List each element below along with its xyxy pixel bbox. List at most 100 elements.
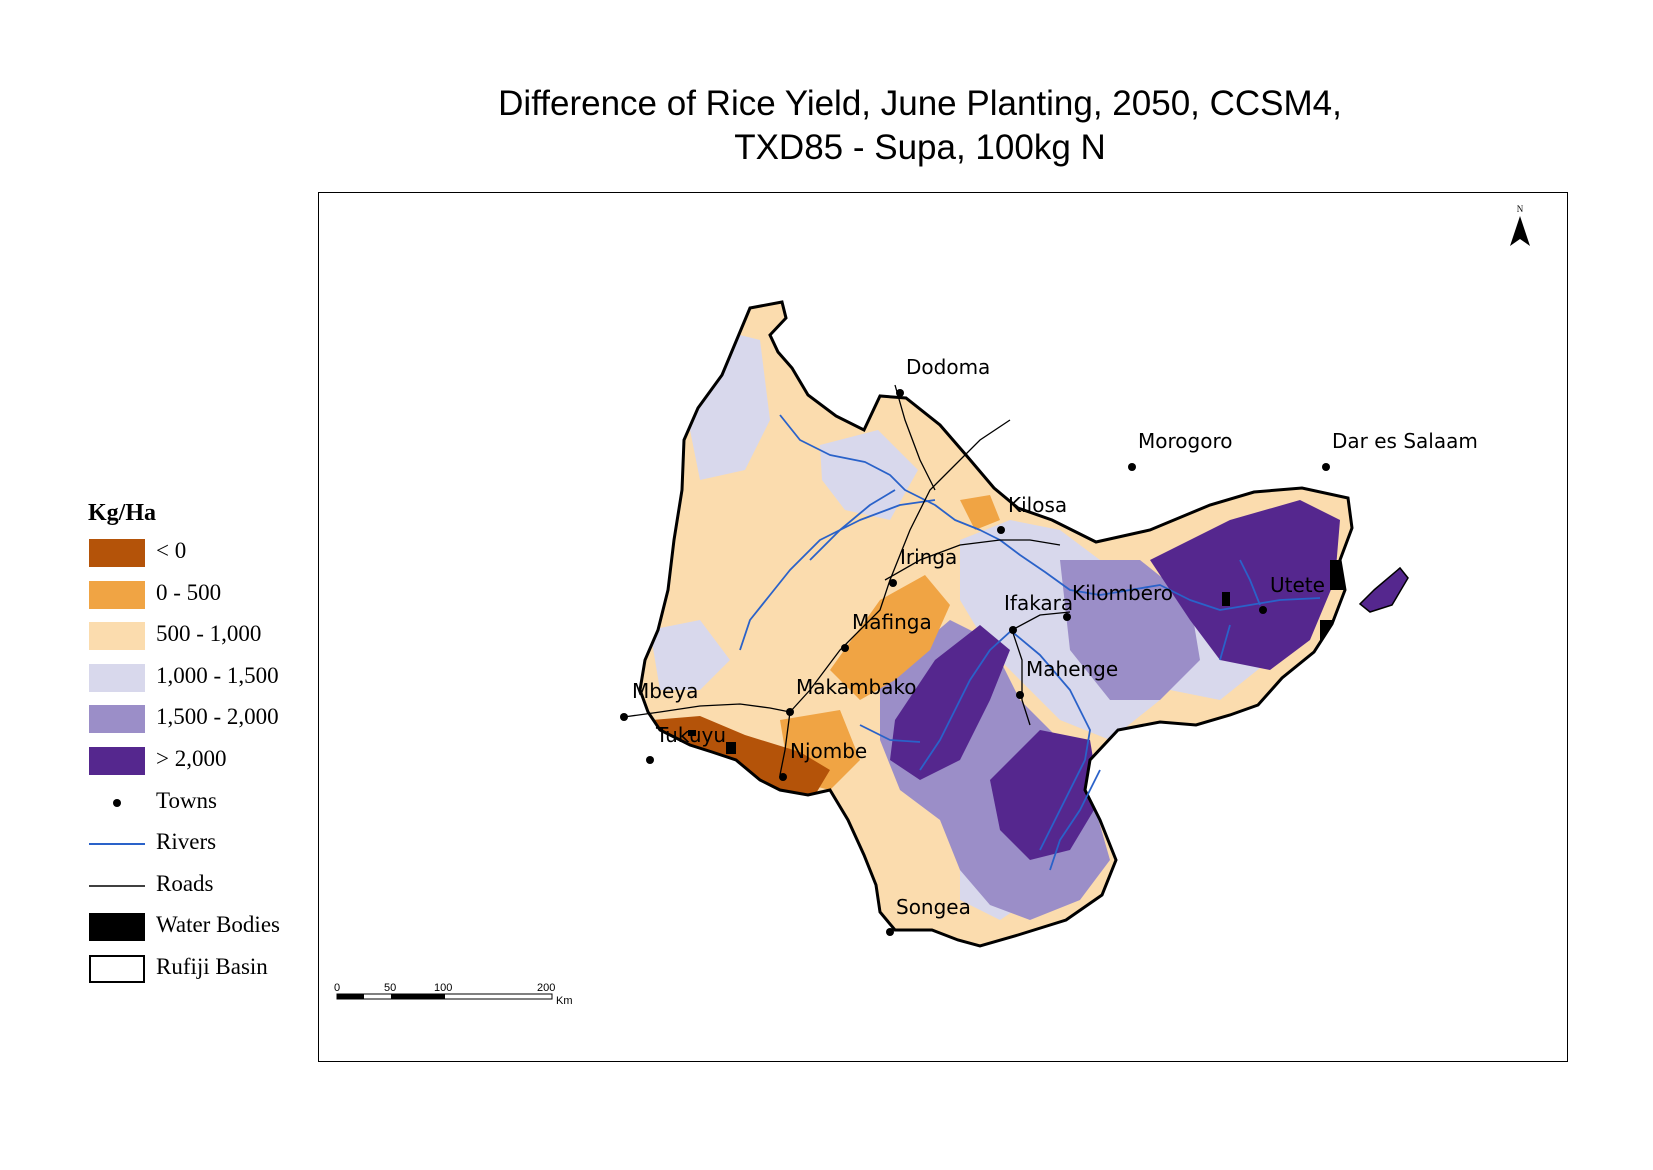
town-label-dar-es-salaam: Dar es Salaam (1332, 429, 1478, 453)
legend-label: Roads (156, 870, 214, 896)
legend-item-water-bodies: Water Bodies (88, 909, 280, 951)
town-point-dodoma (896, 389, 904, 397)
town-label-njombe: Njombe (790, 739, 867, 763)
town-label-mahenge: Mahenge (1026, 657, 1118, 681)
town-point-dar-es-salaam (1322, 463, 1330, 471)
north-label: N (1516, 204, 1524, 214)
legend-label: Towns (156, 787, 218, 813)
town-point-ifakara (1009, 626, 1017, 634)
scale-unit: Km (556, 995, 573, 1007)
legend-swatch (89, 746, 145, 775)
north-arrow: N (1508, 204, 1532, 253)
legend-swatch (89, 539, 145, 567)
zone-mafinga-moderate (830, 575, 950, 700)
legend-label: Rufiji Basin (156, 953, 268, 979)
legend-item-towns: Towns (88, 785, 217, 827)
town-label-dodoma: Dodoma (906, 355, 990, 379)
map-title: Difference of Rice Yield, June Planting,… (420, 82, 1420, 170)
water-body (726, 742, 736, 754)
legend: Kg/Ha < 0 0 - 500 500 - 1,000 1,000 - 1,… (88, 500, 280, 993)
road-line-icon (89, 885, 145, 887)
river-line (859, 724, 921, 743)
zone-west-light (650, 620, 730, 690)
town-label-mafinga: Mafinga (852, 610, 932, 634)
legend-label: Rivers (156, 829, 217, 855)
water-body (1222, 592, 1230, 606)
zone-mahenge-high (990, 730, 1100, 860)
town-label-songea: Songea (896, 895, 971, 919)
town-point-kilosa (997, 526, 1005, 534)
basin-outline (638, 300, 1354, 948)
yield-raster (640, 302, 1352, 946)
town-label-kilosa: Kilosa (1008, 493, 1067, 517)
legend-item-rivers: Rivers (88, 826, 216, 868)
map-title-line1: Difference of Rice Yield, June Planting,… (498, 84, 1342, 123)
town-label-makambako: Makambako (796, 675, 917, 699)
road-line (884, 539, 1061, 581)
river-line (919, 629, 1013, 771)
scale-tick-0: 0 (334, 982, 340, 994)
town-point-mafinga (841, 644, 849, 652)
zone-kilosa-moderate (960, 495, 1000, 530)
town-label-mbeya: Mbeya (632, 679, 698, 703)
legend-label: 1,500 - 2,000 (156, 704, 279, 730)
basin-outline-swatch (89, 954, 145, 983)
river-line (1049, 769, 1101, 871)
town-point-tukuyu (646, 756, 654, 764)
mafia-island-outline (1358, 566, 1409, 613)
legend-item-roads: Roads (88, 868, 214, 910)
town-label-tukuyu: Tukuyu (655, 723, 726, 747)
legend-item-1000-1500: 1,000 - 1,500 (88, 660, 279, 702)
legend-label: > 2,000 (156, 745, 227, 771)
legend-title: Kg/Ha (88, 500, 157, 526)
road-line (1011, 611, 1071, 631)
zone-utete-high (1150, 500, 1340, 670)
legend-item-less-than-0: < 0 (88, 535, 186, 577)
scale-bar: 0 50 100 200 Km (334, 982, 573, 1007)
town-point-mahenge (1016, 691, 1024, 699)
river-line (1239, 559, 1261, 606)
scale-tick-50: 50 (384, 982, 396, 994)
town-point-utete (1259, 606, 1267, 614)
town-point-njombe (779, 773, 787, 781)
scale-tick-100: 100 (434, 982, 452, 994)
town-label-iringa: Iringa (900, 545, 957, 569)
zone-dodoma-south (820, 430, 918, 520)
river-line (809, 489, 896, 561)
legend-swatch (89, 580, 145, 609)
town-label-utete: Utete (1270, 573, 1325, 597)
town-point-mbeya (620, 713, 628, 721)
road-line (779, 711, 791, 776)
town-point-makambako (786, 708, 794, 716)
map-title-line2: TXD85 - Supa, 100kg N (734, 128, 1106, 167)
town-label-morogoro: Morogoro (1138, 429, 1232, 453)
legend-swatch (89, 705, 145, 734)
river-line-icon (89, 843, 145, 846)
legend-label: Water Bodies (156, 912, 280, 938)
legend-item-1500-2000: 1,500 - 2,000 (88, 701, 279, 743)
river-line (1219, 624, 1231, 661)
town-point-kilombero (1063, 613, 1071, 621)
north-arrow-icon (1510, 216, 1530, 246)
water-body (688, 730, 696, 736)
town-point-songea (886, 928, 894, 936)
road-line (1011, 629, 1031, 726)
road-line (894, 384, 936, 491)
legend-item-500-1000: 500 - 1,000 (88, 618, 261, 660)
legend-label: < 0 (156, 538, 187, 563)
river-line (739, 499, 936, 651)
river-line (779, 414, 1321, 611)
road-line (623, 703, 791, 718)
town-label-kilombero: Kilombero (1072, 581, 1173, 605)
legend-label: 1,000 - 1,500 (156, 662, 279, 688)
river-line (1009, 629, 1091, 851)
water-body-swatch (89, 913, 145, 942)
town-label-ifakara: Ifakara (1004, 591, 1073, 615)
map-frame (318, 192, 1568, 1062)
legend-label: 0 - 500 (156, 579, 222, 605)
legend-swatch (89, 622, 145, 651)
legend-item-rufiji-basin: Rufiji Basin (88, 951, 268, 993)
town-point-morogoro (1128, 463, 1136, 471)
legend-item-over-2000: > 2,000 (88, 743, 226, 785)
town-point-icon (113, 798, 121, 807)
